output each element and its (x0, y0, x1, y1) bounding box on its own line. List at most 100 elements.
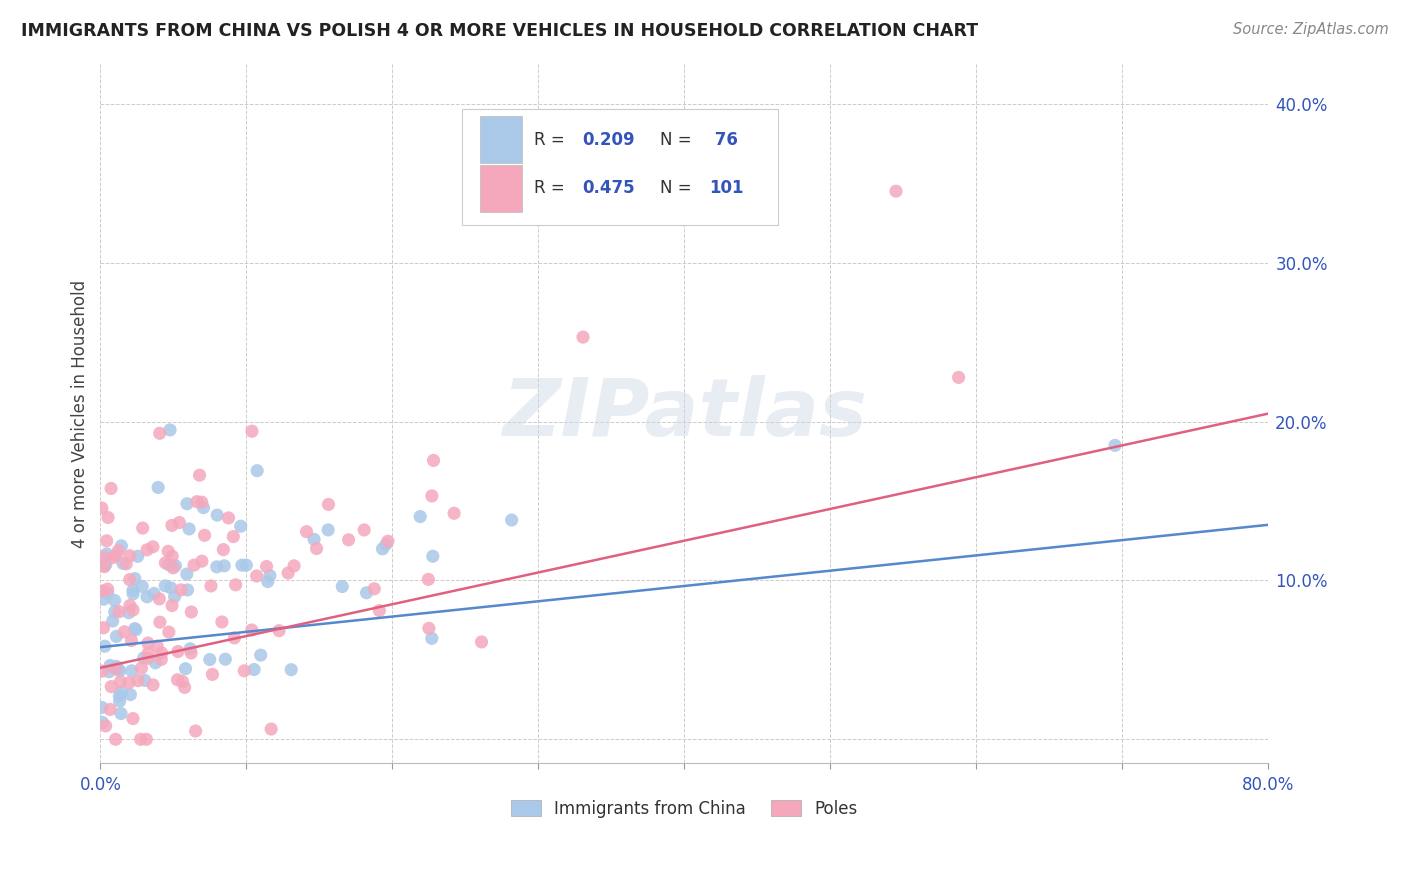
Point (155, 556, 177, 570)
Point (172, 674, 194, 689)
Point (142, 678, 165, 692)
Point (165, 558, 187, 573)
Text: R =: R = (534, 130, 569, 149)
Point (112, 624, 135, 639)
Point (135, 732, 157, 747)
Point (163, 590, 186, 604)
Point (150, 652, 173, 666)
Point (101, 614, 124, 628)
Point (143, 586, 166, 600)
Point (157, 558, 180, 572)
Point (200, 579, 222, 593)
Point (104, 605, 127, 619)
Point (122, 603, 145, 617)
Point (127, 549, 149, 564)
Point (443, 506, 465, 520)
Point (418, 573, 440, 587)
Point (111, 557, 134, 571)
Point (240, 424, 263, 438)
Point (146, 480, 169, 494)
Point (121, 664, 143, 678)
Point (122, 587, 145, 601)
Point (174, 662, 197, 676)
Point (363, 582, 385, 596)
Point (129, 732, 152, 747)
Point (277, 566, 299, 580)
Point (420, 489, 443, 503)
Point (131, 579, 153, 593)
Point (167, 644, 190, 658)
Point (136, 651, 159, 665)
Point (211, 615, 233, 629)
Point (103, 550, 125, 565)
Point (104, 662, 127, 676)
Point (98, 658, 121, 673)
FancyBboxPatch shape (463, 110, 778, 225)
Point (520, 136, 543, 151)
Point (94, 557, 117, 571)
Point (131, 521, 153, 535)
Text: 0.209: 0.209 (582, 130, 636, 149)
Point (375, 537, 398, 551)
Point (183, 558, 205, 573)
Point (249, 648, 271, 662)
Point (235, 558, 257, 573)
Point (422, 549, 444, 564)
Point (148, 591, 170, 606)
Point (193, 528, 215, 542)
Point (368, 603, 391, 617)
Point (159, 423, 181, 437)
Point (105, 659, 128, 673)
Point (97, 586, 120, 600)
Point (948, 370, 970, 384)
Point (122, 583, 145, 598)
Point (93, 639, 115, 653)
Point (110, 539, 132, 553)
Text: Source: ZipAtlas.com: Source: ZipAtlas.com (1233, 22, 1389, 37)
Point (225, 578, 247, 592)
Point (131, 661, 153, 675)
Point (150, 646, 173, 660)
Point (162, 561, 184, 575)
Point (160, 549, 183, 564)
Point (136, 646, 159, 660)
Point (201, 667, 224, 681)
Point (212, 558, 235, 573)
Point (179, 641, 201, 656)
Point (93, 550, 115, 565)
Point (160, 518, 183, 533)
Point (173, 681, 195, 695)
Point (180, 646, 202, 660)
Point (280, 663, 302, 677)
Point (180, 605, 202, 619)
Point (115, 557, 138, 571)
Point (110, 685, 132, 699)
Point (169, 516, 191, 530)
Point (160, 599, 183, 613)
Point (124, 622, 146, 636)
Point (884, 184, 907, 198)
Point (188, 468, 211, 483)
Point (110, 674, 132, 689)
Point (422, 453, 444, 467)
Point (356, 586, 378, 600)
Point (97, 510, 120, 524)
Point (157, 544, 180, 558)
Point (108, 689, 131, 703)
Point (191, 554, 214, 568)
Point (229, 519, 252, 533)
Point (110, 706, 132, 721)
Point (118, 573, 141, 587)
Point (256, 574, 278, 589)
Text: ZIPatlas: ZIPatlas (502, 375, 868, 452)
Legend: Immigrants from China, Poles: Immigrants from China, Poles (505, 793, 865, 825)
Point (94, 558, 117, 573)
Point (118, 599, 141, 613)
Point (91, 715, 114, 730)
Point (246, 464, 269, 478)
Point (100, 482, 122, 496)
Point (259, 568, 281, 582)
Point (198, 652, 221, 666)
Point (267, 624, 290, 638)
Point (118, 606, 141, 620)
